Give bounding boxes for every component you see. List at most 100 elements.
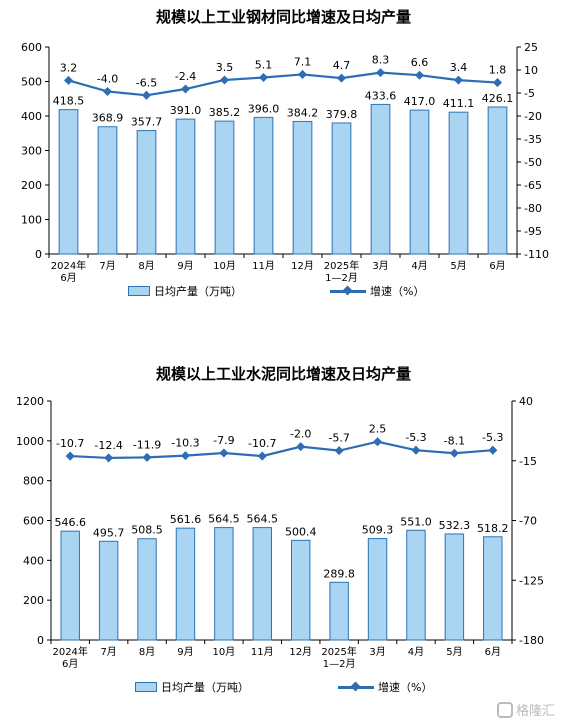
chart1-growth-label: 1.8 (489, 64, 507, 77)
chart2-growth-label: -11.9 (133, 438, 161, 451)
chart2-right-tick-label: -125 (519, 574, 544, 587)
chart1-bar (214, 120, 235, 255)
chart1-x-tick-label: 4月 (411, 260, 427, 272)
chart2-bar-label: 495.7 (93, 526, 125, 539)
chart1-right-tick-label: -95 (524, 225, 542, 238)
chart1-bar-label: 384.2 (287, 106, 319, 119)
chart1-bar-label: 396.0 (248, 102, 280, 115)
chart1-bar-label: 379.8 (326, 108, 358, 121)
chart2-bar-label: 532.3 (439, 519, 471, 532)
chart2-x-tick-label: 12月 (289, 646, 312, 658)
chart1-growth-point (375, 68, 386, 78)
chart1-right-tick-label: -20 (524, 110, 542, 123)
chart1-legend-bar: 日均产量（万吨） (128, 283, 242, 299)
chart1-title: 规模以上工业钢材同比增速及日均产量 (155, 8, 411, 26)
chart2-bar (406, 529, 426, 641)
chart1-left-tick-label: 0 (35, 248, 42, 261)
bar-swatch-icon (128, 286, 150, 296)
chart2-x-tick-label: 8月 (139, 646, 155, 658)
chart1-growth-label: 8.3 (372, 54, 390, 67)
chart1-x-tick-label: 6月 (489, 260, 505, 272)
chart1-svg: 0 100 200 300 400 500 600 25 10 -5 -20 -35 -50 -65 -80… (21, 41, 549, 284)
chart1-bar-label: 368.9 (92, 112, 124, 125)
chart1-growth-line (68, 71, 498, 97)
chart1-growth-point (180, 84, 191, 94)
chart1-x-tick-label: 10月 (213, 260, 236, 272)
chart2-x-tick-label: 2025年 1—2月 (321, 645, 356, 670)
chart1-growth-label: 3.4 (450, 61, 468, 74)
chart1-left-tick-label: 100 (21, 214, 42, 227)
chart2-bar-label: 508.5 (131, 524, 163, 537)
chart2-legend-line-label: 增速（%） (378, 681, 433, 694)
chart1-x-tick-label: 11月 (252, 260, 275, 272)
chart1-bar-label: 418.5 (53, 95, 85, 108)
chart2-bar-label: 551.0 (400, 515, 432, 528)
watermark: 格隆汇 (496, 700, 555, 719)
chart2-growth-point (180, 451, 190, 461)
chart1-growth-label: -6.5 (136, 76, 157, 89)
line-diamond-swatch-icon (338, 682, 374, 692)
chart2-bar-label: 518.2 (477, 522, 509, 535)
chart1-x-tick-label: 8月 (138, 260, 154, 272)
chart2-left-tick-label: 400 (23, 554, 44, 567)
chart2-bar (329, 581, 349, 641)
chart1-x-tick-label: 2025年 1—2月 (324, 259, 359, 284)
bar-swatch-icon (135, 682, 157, 692)
chart1-growth-point (336, 73, 347, 83)
chart2-x-tick-label: 5月 (446, 646, 462, 658)
chart2-growth-point (65, 451, 75, 461)
chart2-bar (137, 538, 157, 641)
chart1-growth-label: 7.1 (294, 55, 312, 68)
chart1-right-tick-label: -5 (524, 87, 535, 100)
chart2-growth-label: -10.7 (56, 437, 84, 450)
chart1-bar (292, 120, 313, 255)
chart1-x-tick-label: 2024年 6月 (51, 259, 86, 284)
chart2-growth-point (488, 445, 498, 455)
chart1-bar (58, 109, 79, 255)
chart1-bar (370, 103, 391, 255)
chart1-right-tick-label: -80 (524, 202, 542, 215)
chart1-bar-label: 385.2 (209, 106, 241, 119)
chart1-right-tick-label: -65 (524, 179, 542, 192)
chart2-left-tick-label: 0 (37, 634, 44, 647)
chart2-growth-label: -10.3 (171, 437, 199, 450)
chart2-x-tick-label: 10月 (213, 646, 236, 658)
chart1-bar (448, 111, 469, 255)
chart2-x-tick-label: 7月 (100, 646, 116, 658)
chart2-growth-line (70, 440, 493, 460)
chart1-left-tick-label: 600 (21, 41, 42, 54)
chart2-bar (60, 530, 80, 641)
chart1-growth-point (492, 78, 503, 88)
chart1-growth-point (219, 75, 230, 85)
chart1-growth-point (102, 86, 113, 96)
chart1-legend-line: 增速（%） (330, 283, 424, 299)
chart2-x-tick-label: 9月 (177, 646, 193, 658)
chart2-bar-label: 564.5 (247, 513, 279, 526)
chart2-left-tick-label: 1200 (16, 395, 44, 408)
chart2-growth-point (219, 448, 229, 458)
chart1-bar (175, 118, 196, 255)
chart2-growth-label: -7.9 (213, 434, 234, 447)
chart2-growth-label: -5.7 (328, 432, 349, 445)
chart1-growth-label: -4.0 (97, 72, 118, 85)
chart2-right-tick-label: 40 (519, 395, 533, 408)
chart1-bar-label: 357.7 (131, 116, 163, 129)
chart2-x-tick-label: 2024年 6月 (52, 645, 87, 670)
chart1-legend-line-label: 增速（%） (370, 285, 425, 298)
chart1-right-tick-label: 25 (524, 41, 538, 54)
chart1-bar (136, 130, 157, 255)
chart1-right-tick-label: -35 (524, 133, 542, 146)
chart2-left-tick-label: 800 (23, 475, 44, 488)
chart1-x-tick-label: 3月 (372, 260, 388, 272)
chart2-bar (252, 527, 273, 641)
chart1-x-tick-label: 7月 (99, 260, 115, 272)
chart2-legend-bar-label: 日均产量（万吨） (161, 681, 249, 694)
chart2-bar-label: 546.6 (54, 516, 86, 529)
chart1-legend-bar-label: 日均产量（万吨） (154, 285, 242, 298)
chart2-bar (98, 540, 119, 641)
chart2-growth-label: -5.3 (405, 431, 426, 444)
chart2-bar (483, 536, 503, 641)
chart1-bar-label: 411.1 (443, 97, 475, 110)
chart2-growth-label: -8.1 (444, 434, 465, 447)
chart1-x-tick-label: 12月 (291, 260, 314, 272)
